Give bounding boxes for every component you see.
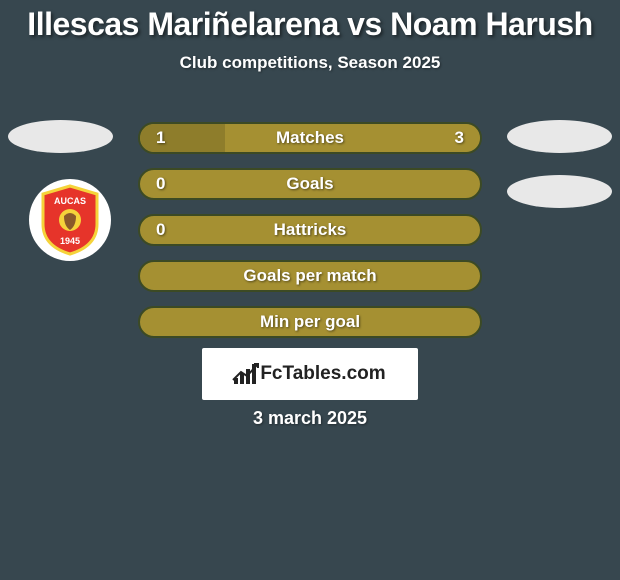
club-badge: AUCAS 1945 [29, 179, 111, 261]
stat-label: Hattricks [140, 220, 480, 240]
comparison-card: Illescas Mariñelarena vs Noam Harush Clu… [0, 0, 620, 580]
stat-label: Matches [140, 128, 480, 148]
stat-row: 0Hattricks [138, 214, 482, 246]
stat-value-right: 3 [444, 128, 464, 148]
stat-label: Min per goal [140, 312, 480, 332]
brand-text: FcTables.com [260, 363, 385, 385]
chart-icon [234, 364, 256, 384]
stat-row: 1Matches3 [138, 122, 482, 154]
page-title: Illescas Mariñelarena vs Noam Harush [0, 0, 620, 43]
stat-row: 0Goals [138, 168, 482, 200]
player-flag-right-1 [507, 120, 612, 153]
subtitle: Club competitions, Season 2025 [0, 53, 620, 73]
player-flag-right-2 [507, 175, 612, 208]
stat-row: Goals per match [138, 260, 482, 292]
player-flag-left [8, 120, 113, 153]
svg-text:1945: 1945 [60, 236, 80, 246]
svg-text:AUCAS: AUCAS [54, 196, 86, 206]
stat-label: Goals per match [140, 266, 480, 286]
stat-label: Goals [140, 174, 480, 194]
date-label: 3 march 2025 [0, 408, 620, 429]
brand-suffix: .com [341, 363, 385, 384]
stat-row: Min per goal [138, 306, 482, 338]
shield-icon: AUCAS 1945 [39, 184, 101, 256]
stats-panel: 1Matches3 0Goals 0Hattricks Goals per match… [138, 122, 482, 352]
brand-box: FcTables.com [202, 348, 418, 400]
brand-main: Tables [283, 363, 342, 384]
brand-prefix: Fc [260, 363, 282, 384]
